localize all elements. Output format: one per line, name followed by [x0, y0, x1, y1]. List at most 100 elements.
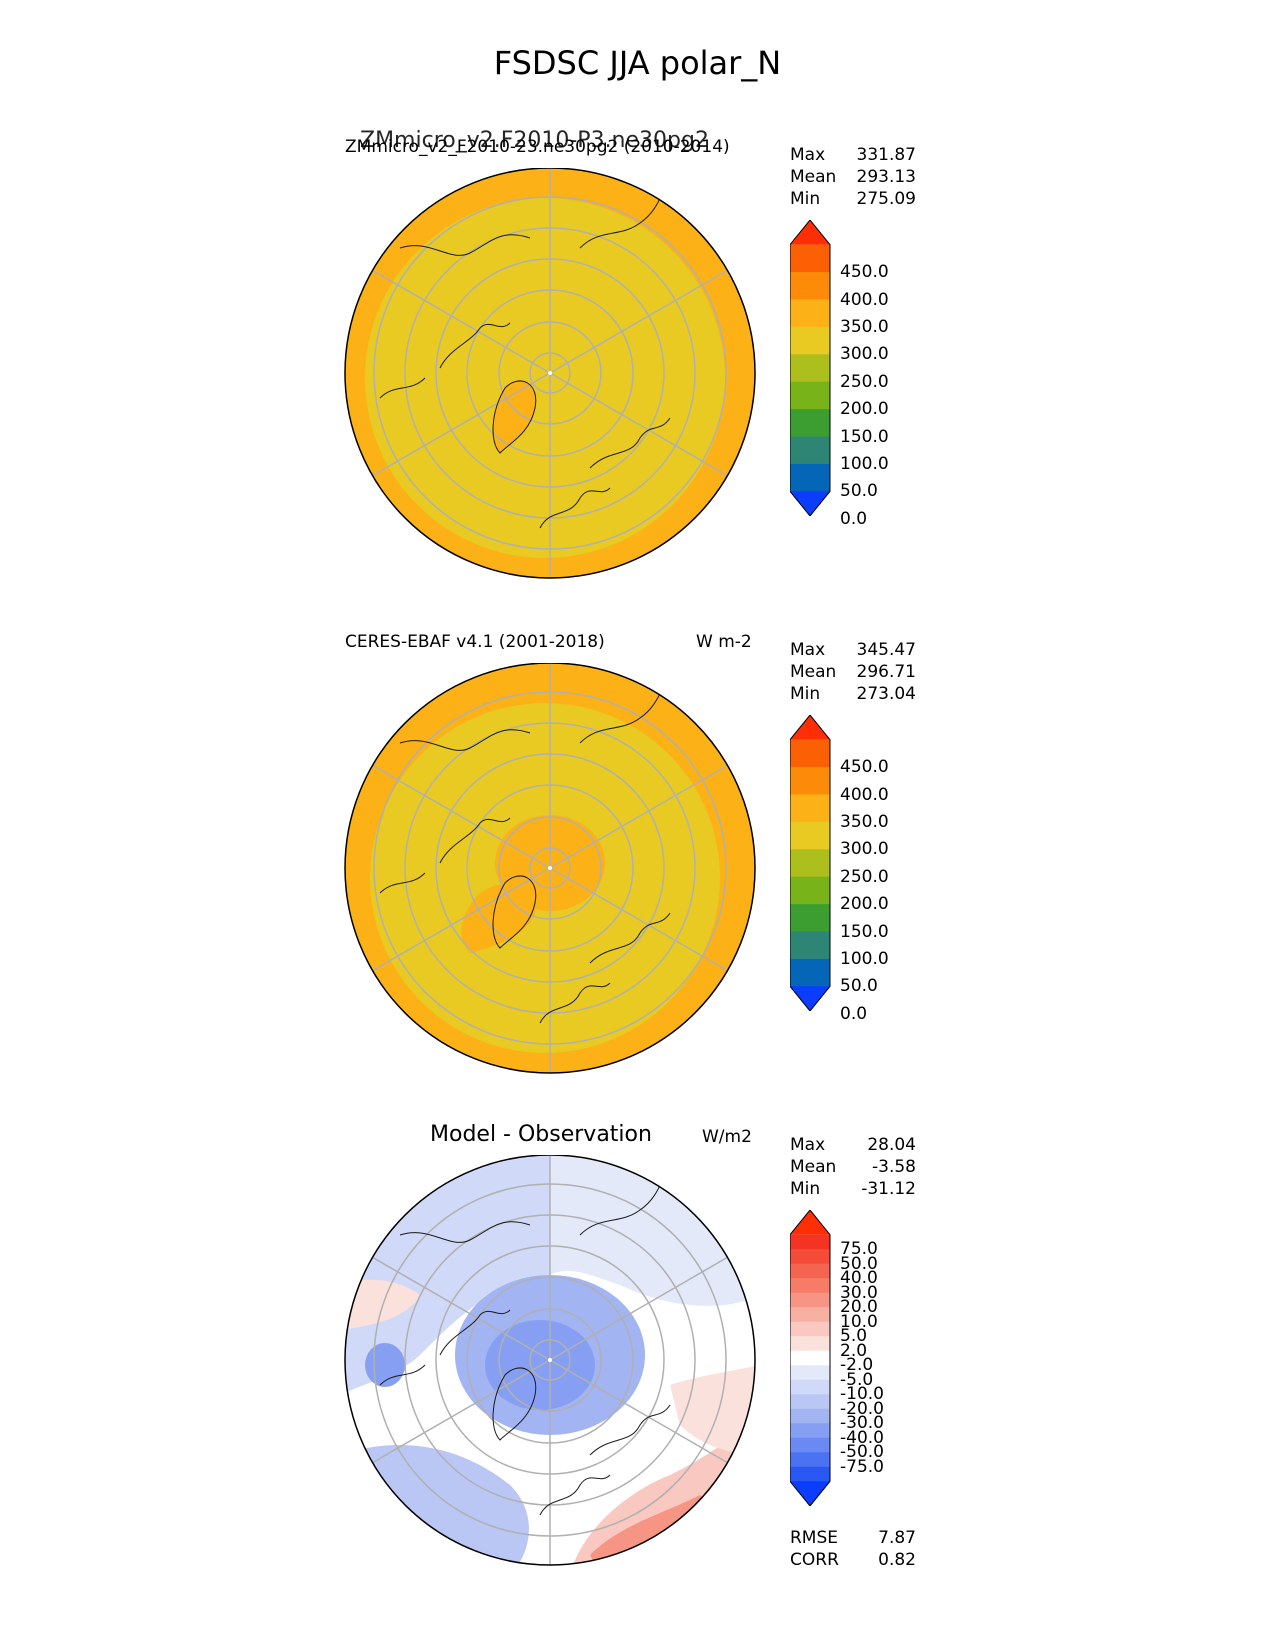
stat-min: Min -31.12	[790, 1179, 916, 1201]
colorbar-extension-min	[790, 1481, 830, 1506]
colorbar-tick-label: 2.0	[840, 1340, 868, 1361]
colorbar-segment	[790, 876, 830, 905]
panel-diff-map	[344, 1155, 756, 1566]
colorbar-tick-label: -75.0	[840, 1456, 884, 1477]
panel-diff-colorbar	[790, 1210, 831, 1506]
stat-value: 345.47	[856, 640, 916, 660]
panel-ref-stats: Max 345.47 Mean 296.71 Min 273.04	[790, 640, 916, 706]
colorbar-segment	[790, 1408, 830, 1424]
colorbar-tick-label: 150.0	[840, 426, 889, 447]
colorbar-segment	[790, 1379, 830, 1395]
north-pole-marker	[548, 1358, 552, 1362]
colorbar-tick-label: 200.0	[840, 399, 889, 420]
stat-value: 331.87	[856, 145, 916, 165]
colorbar-segment	[790, 1234, 830, 1250]
colorbar-tick-label: 0.0	[840, 508, 868, 529]
colorbar-extension-max	[790, 220, 830, 245]
north-pole-marker	[548, 371, 552, 375]
colorbar-segment	[790, 1365, 830, 1381]
colorbar-tick-label: 10.0	[840, 1311, 878, 1332]
colorbar-segment	[790, 739, 830, 768]
colorbar-segments	[790, 715, 830, 1011]
stat-label: Min	[790, 1179, 821, 1199]
stat-label: Mean	[790, 1157, 837, 1177]
map-gridlines	[371, 663, 729, 1073]
stat-value: 273.04	[856, 684, 916, 704]
colorbar-tick-label: 100.0	[840, 453, 889, 474]
colorbar-segment	[790, 1292, 830, 1308]
colorbar-segment	[790, 1278, 830, 1294]
colorbar-segment	[790, 1249, 830, 1265]
metric-corr: CORR 0.82	[790, 1550, 916, 1572]
panel-test-title: ZMmicro_v2_F2010-23.ne30pg2 (2010-2014)	[345, 137, 730, 157]
colorbar-segment	[790, 1350, 830, 1366]
colorbar-extension-min	[790, 491, 830, 516]
colorbar-segment	[790, 436, 830, 465]
panel-diff-colorbar-labels: 75.0 50.0 40.0 30.0 20.0 10.0 5.0 2.0 -2.0 -5.0 -1…	[840, 1234, 920, 1494]
field-red-left	[345, 1279, 420, 1330]
metric-label: CORR	[790, 1550, 839, 1570]
metric-label: RMSE	[790, 1528, 839, 1548]
colorbar-tick-label: 300.0	[840, 839, 889, 860]
stat-label: Max	[790, 640, 826, 660]
colorbar-segment	[790, 1423, 830, 1439]
colorbar-tick-label: 150.0	[840, 921, 889, 942]
colorbar-tick-label: -10.0	[840, 1384, 884, 1405]
colorbar-extension-max	[790, 1210, 830, 1235]
colorbar-tick-label: 250.0	[840, 866, 889, 887]
stat-value: -3.58	[872, 1157, 916, 1177]
colorbar-segments	[790, 1210, 830, 1506]
map-gridlines	[371, 1155, 729, 1565]
field-greenland	[461, 883, 536, 953]
colorbar-tick-label: 250.0	[840, 371, 889, 392]
colorbar-segments	[790, 220, 830, 516]
stat-mean: Mean -3.58	[790, 1157, 916, 1179]
stat-label: Max	[790, 145, 826, 165]
colorbar-tick-label: 20.0	[840, 1297, 878, 1318]
colorbar-segment	[790, 958, 830, 987]
panel-diff-metrics: RMSE 7.87 CORR 0.82	[790, 1528, 916, 1572]
colorbar-segment	[790, 767, 830, 795]
stat-mean: Mean 296.71	[790, 662, 916, 684]
map-boundary	[344, 168, 756, 579]
colorbar-tick-label: 300.0	[840, 344, 889, 365]
colorbar-segment	[790, 244, 830, 273]
colorbar-tick-label: 100.0	[840, 948, 889, 969]
colorbar-segment	[790, 326, 830, 355]
colorbar-segment	[790, 794, 830, 823]
stat-mean: Mean 293.13	[790, 167, 916, 189]
colorbar-tick-label: 30.0	[840, 1282, 878, 1303]
panel-ref-map	[344, 663, 756, 1074]
stat-value: 293.13	[856, 167, 916, 187]
colorbar-segment	[790, 299, 830, 328]
colorbar-tick-label: 75.0	[840, 1239, 878, 1260]
colorbar-tick-label: -2.0	[840, 1355, 874, 1376]
stat-max: Max 331.87	[790, 145, 916, 167]
colorbar-segment	[790, 1466, 830, 1482]
panel-diff-stats: Max 28.04 Mean -3.58 Min -31.12	[790, 1135, 916, 1201]
panel-test-title-overlap: ZMmicro_v2.F2010-P3.ne30pg2	[360, 128, 709, 153]
colorbar-segment	[790, 463, 830, 492]
map-field	[345, 663, 755, 1073]
colorbar-segment	[790, 354, 830, 383]
stat-label: Min	[790, 684, 821, 704]
colorbar-tick-label: 400.0	[840, 784, 889, 805]
colorbar-segment	[790, 1321, 830, 1337]
panel-ref-colorbar	[790, 715, 831, 1011]
colorbar-tick-label: -20.0	[840, 1398, 884, 1419]
panel-test-colorbar-labels: 450.0 400.0 350.0 300.0 250.0 200.0 150.0 100.0…	[840, 250, 920, 529]
stat-label: Mean	[790, 167, 837, 187]
colorbar-segment	[790, 931, 830, 960]
colorbar-tick-label: 5.0	[840, 1326, 868, 1347]
stat-value: 296.71	[856, 662, 916, 682]
colorbar-segment	[790, 821, 830, 850]
stat-value: 28.04	[867, 1135, 916, 1155]
stat-label: Min	[790, 189, 821, 209]
metric-rmse: RMSE 7.87	[790, 1528, 916, 1550]
map-coastlines	[379, 187, 671, 529]
figure-title: FSDSC JJA polar_N	[493, 44, 782, 82]
colorbar-segment	[790, 904, 830, 932]
stat-value: 275.09	[856, 189, 916, 209]
colorbar-segment	[790, 1307, 830, 1323]
colorbar-tick-label: 200.0	[840, 894, 889, 915]
